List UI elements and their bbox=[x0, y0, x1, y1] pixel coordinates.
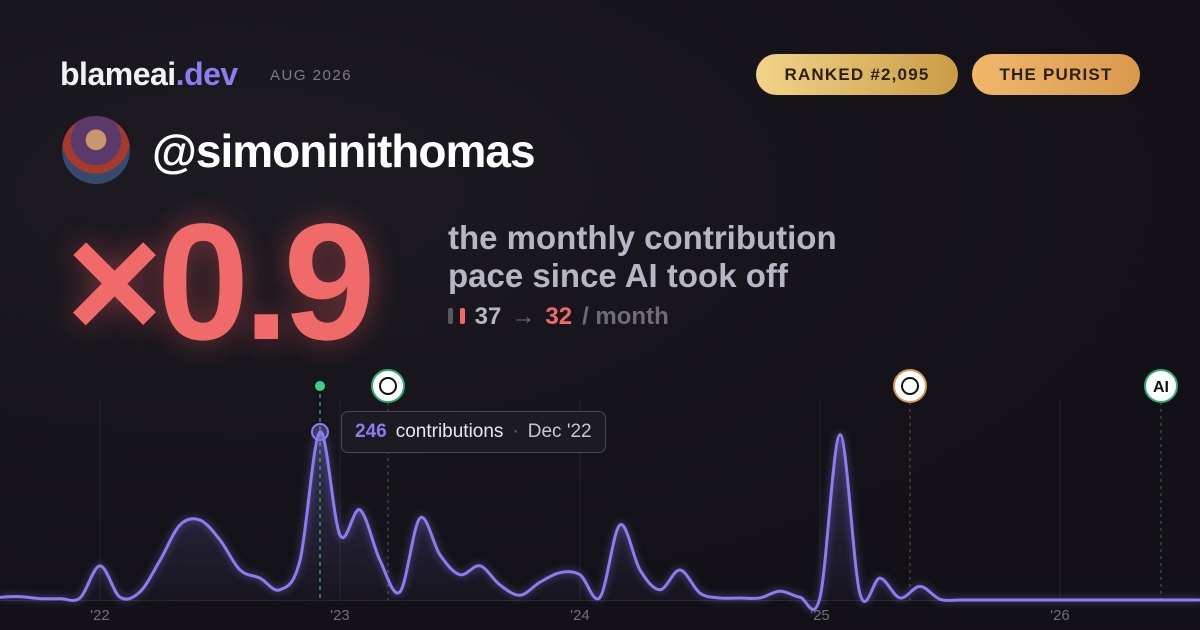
tooltip: 246 contributions · Dec '22 bbox=[341, 411, 606, 453]
pace-icon bbox=[448, 303, 465, 331]
brand: blameai.dev bbox=[60, 56, 238, 93]
pace: 37 → 32 / month bbox=[448, 303, 669, 331]
event-icon-glyph bbox=[379, 377, 397, 395]
event-icon bbox=[893, 369, 927, 403]
x-tick-label: '24 bbox=[570, 607, 590, 624]
x-tick-label: '25 bbox=[810, 607, 830, 624]
date: AUG 2026 bbox=[270, 67, 353, 84]
badge: RANKED #2,095 bbox=[756, 54, 958, 95]
x-tick-label: '26 bbox=[1050, 607, 1070, 624]
pace-unit: / month bbox=[582, 303, 669, 330]
description: the monthly contribution bbox=[448, 219, 837, 256]
highlight-point bbox=[311, 423, 329, 441]
avatar bbox=[62, 116, 130, 184]
line bbox=[0, 430, 1200, 611]
tooltip-value: 246 bbox=[355, 421, 387, 442]
x-tick-label: '22 bbox=[90, 607, 110, 624]
tooltip-separator: · bbox=[512, 421, 519, 442]
area bbox=[0, 431, 1200, 610]
description: pace since AI took off bbox=[448, 257, 788, 294]
brand-tld: .dev bbox=[175, 56, 239, 92]
pace-after: 32 bbox=[545, 303, 573, 330]
pace-arrow: → bbox=[511, 303, 536, 330]
badge: THE PURIST bbox=[972, 54, 1140, 95]
event-icon-label: AI bbox=[1153, 379, 1169, 396]
event-icon bbox=[1144, 369, 1178, 403]
event-icon-glyph bbox=[901, 377, 919, 395]
pace-before: 37 bbox=[474, 303, 502, 330]
multiplier: ×0.9 bbox=[66, 190, 376, 375]
brand-name: blameai bbox=[60, 56, 176, 92]
event-icon bbox=[371, 369, 405, 403]
tooltip-label: contributions bbox=[395, 421, 504, 442]
highlight-dot bbox=[315, 381, 325, 391]
x-tick-label: '23 bbox=[330, 607, 350, 624]
handle: @simoninithomas bbox=[152, 125, 536, 177]
tooltip-date: Dec '22 bbox=[527, 421, 592, 442]
